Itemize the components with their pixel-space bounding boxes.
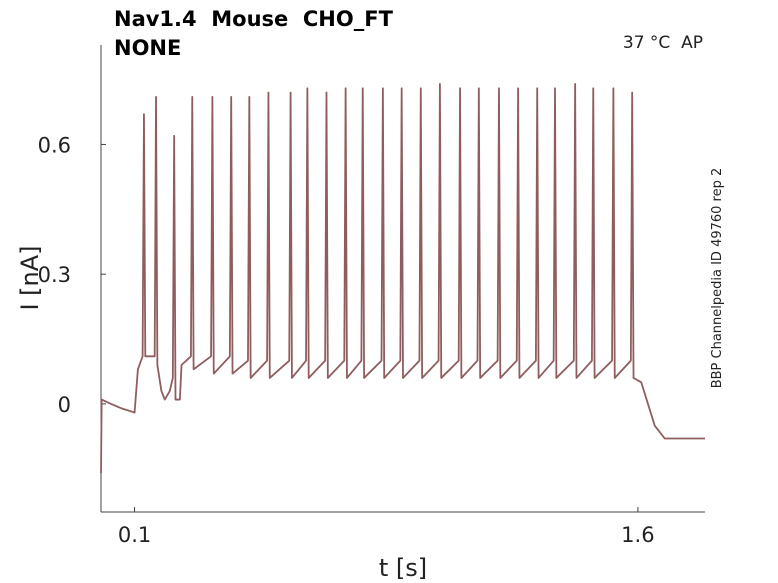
- x-tick-label: 0.1: [118, 523, 151, 547]
- annotation: 37 °C AP: [623, 33, 703, 53]
- y-tick-label: 0.6: [38, 133, 71, 157]
- y-axis-label: I [nA]: [16, 245, 44, 310]
- x-axis-label: t [s]: [379, 554, 427, 582]
- y-tick-label: 0: [58, 393, 71, 417]
- side-note: BBP Channelpedia ID 49760 rep 2: [710, 168, 725, 389]
- chart-title: Nav1.4 Mouse CHO_FT: [114, 7, 394, 31]
- chart-subtitle: NONE: [114, 36, 181, 60]
- trace: [100, 83, 705, 474]
- x-tick-label: 1.6: [621, 523, 654, 547]
- y-tick-label: 0.3: [38, 263, 71, 287]
